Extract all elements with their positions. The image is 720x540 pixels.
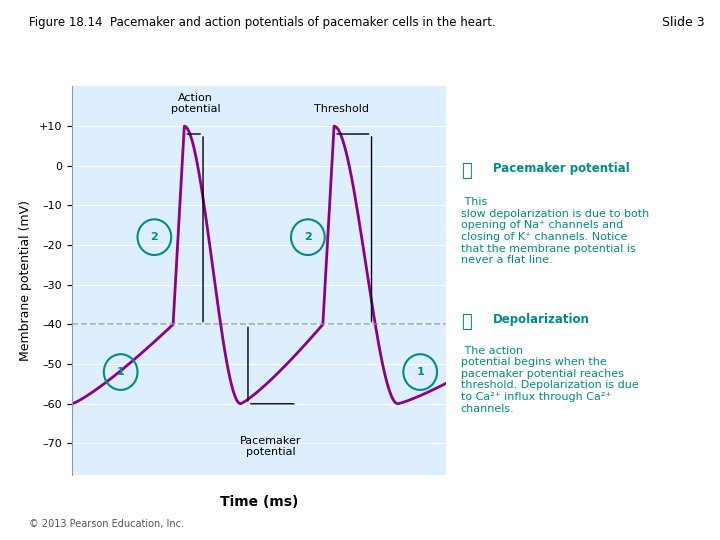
Text: Time (ms): Time (ms) [220,495,298,509]
Text: Depolarization: Depolarization [493,313,590,326]
Text: Slide 3: Slide 3 [662,16,705,29]
Text: 2: 2 [304,232,312,242]
Text: 2: 2 [150,232,158,242]
Text: ⓙ: ⓙ [461,313,472,331]
Text: Figure 18.14  Pacemaker and action potentials of pacemaker cells in the heart.: Figure 18.14 Pacemaker and action potent… [29,16,495,29]
Text: © 2013 Pearson Education, Inc.: © 2013 Pearson Education, Inc. [29,519,184,529]
Text: 1: 1 [416,367,424,377]
Text: Pacemaker potential: Pacemaker potential [493,162,630,175]
Text: Pacemaker
potential: Pacemaker potential [240,436,301,457]
Text: 1: 1 [117,367,125,377]
Text: The action
potential begins when the
pacemaker potential reaches
threshold. Depo: The action potential begins when the pac… [461,346,639,414]
Y-axis label: Membrane potential (mV): Membrane potential (mV) [19,200,32,361]
Text: This
slow depolarization is due to both
opening of Na⁺ channels and
closing of K: This slow depolarization is due to both … [461,197,649,265]
Text: Action
potential: Action potential [171,92,220,114]
Text: ⓘ: ⓘ [461,162,472,180]
Text: Threshold: Threshold [314,104,369,114]
